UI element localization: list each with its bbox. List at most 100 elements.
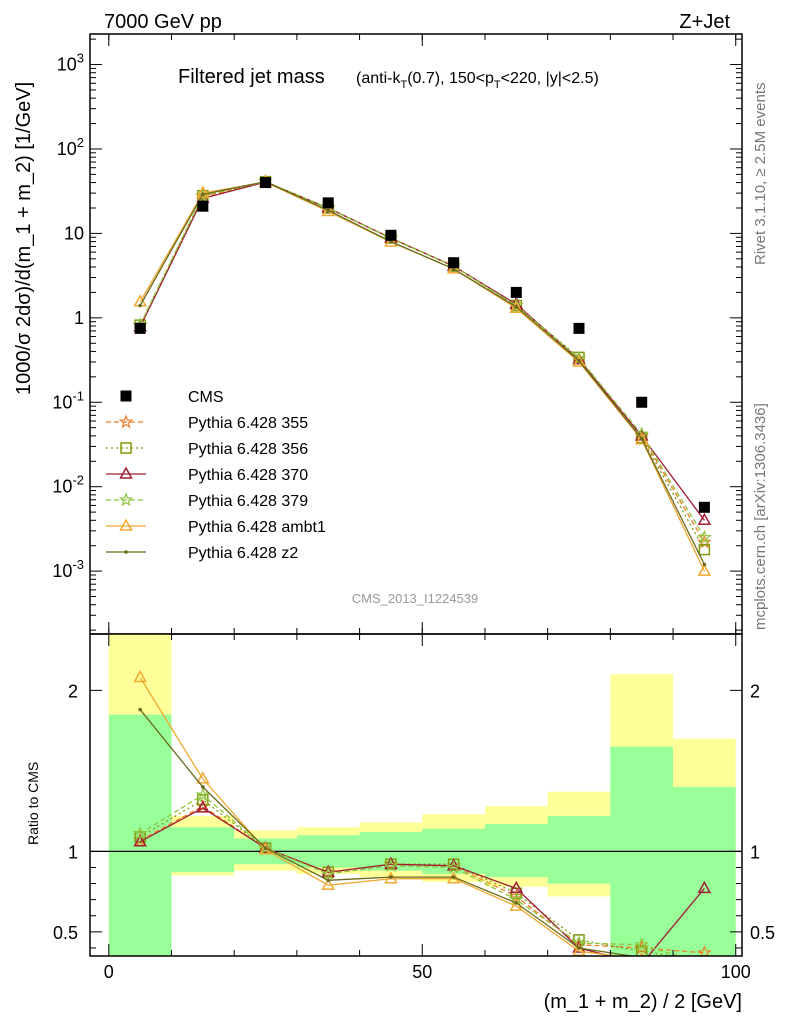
ratio-series-marker: [451, 875, 456, 879]
legend-marker: [119, 518, 133, 531]
data-point: [698, 501, 710, 513]
data-point: [197, 200, 209, 212]
ratio-series-marker: [133, 834, 147, 847]
series-marker: [138, 303, 142, 308]
chart-title: Filtered jet mass: [178, 66, 325, 88]
ratio-panel: 0.5 0.5 1 1 2 2 0 50 100: [53, 633, 775, 982]
x-tick-label: 100: [721, 962, 751, 982]
ratio-series-marker: [389, 875, 393, 879]
data-point: [260, 177, 272, 189]
main-plot-area: [132, 173, 712, 576]
series-marker: [697, 563, 712, 576]
ratio-series-marker: [635, 945, 648, 956]
ratio-series-marker: [383, 858, 399, 873]
legend-label: Pythia 6.428 379: [188, 493, 308, 510]
series-line: [139, 181, 705, 538]
x-tick-label: 0: [104, 962, 114, 982]
ratio-series-line: [139, 807, 705, 956]
series-line: [139, 181, 705, 543]
ratio-y-tick-label: 2: [68, 681, 78, 701]
series-marker: [384, 234, 398, 247]
ratio-series-marker: [132, 825, 148, 840]
ratio-series-line: [139, 794, 681, 956]
legend-marker: [120, 390, 132, 402]
series-marker: [639, 436, 644, 441]
ratio-series-marker: [201, 785, 205, 789]
ratio-series-marker: [196, 771, 210, 784]
series-marker: [634, 432, 649, 445]
legend-marker: [118, 414, 134, 429]
legend-label: CMS: [188, 389, 224, 406]
series-marker: [697, 512, 712, 526]
data-point: [448, 257, 460, 269]
ratio-series-marker: [326, 878, 331, 883]
x-axis-label: (m_1 + m_2) / 2 [GeV]: [544, 991, 742, 1013]
legend-label: Pythia 6.428 356: [188, 441, 308, 458]
series-marker: [698, 543, 711, 556]
ratio-series-marker: [133, 669, 147, 683]
uncertainty-band-green: [547, 815, 611, 884]
legend-label: Pythia 6.428 355: [188, 415, 308, 432]
ratio-y-tick-label: 0.5: [53, 923, 78, 943]
series-marker: [196, 185, 210, 198]
y-axis-label-main: 1000/σ 2dσ)/d(m_1 + m_2) [1/GeV]: [13, 82, 35, 395]
series-marker: [577, 358, 581, 363]
main-axes: 10-3 10-2 10-1 1 10 102 103: [52, 34, 742, 634]
data-point: [510, 286, 522, 298]
y-tick-label: 10-1: [52, 388, 84, 412]
ratio-series-marker: [258, 842, 273, 855]
ratio-series-marker: [134, 831, 146, 843]
legend-marker: [119, 466, 133, 479]
y-tick-label: 102: [57, 135, 84, 159]
ratio-series-marker: [263, 846, 268, 850]
data-point: [636, 396, 648, 408]
series-line: [139, 181, 705, 572]
series-marker: [697, 529, 712, 544]
header-left: 7000 GeV pp: [104, 11, 222, 33]
y-tick-label: 10-2: [52, 473, 84, 497]
data-point: [573, 322, 585, 334]
ratio-series-marker: [697, 880, 712, 894]
y-tick-exponent: 3: [77, 51, 84, 66]
uncertainty-band-green: [171, 827, 235, 873]
uncertainty-band-green: [484, 823, 548, 878]
ratio-y-tick-label-right: 1: [750, 842, 760, 862]
ratio-series-marker: [703, 975, 707, 979]
data-point: [134, 322, 146, 334]
main-panel-frame: [89, 33, 743, 635]
ratio-series-marker: [320, 866, 336, 881]
y-tick-exponent: -3: [72, 557, 84, 572]
legend-marker: [120, 442, 132, 454]
legend: CMS Pythia 6.428 355 Pythia 6.428 356 Pythi…: [106, 389, 326, 562]
ratio-series-marker: [577, 946, 581, 950]
legend-label: Pythia 6.428 ambt1: [188, 519, 326, 536]
ratio-series-marker: [195, 787, 211, 802]
uncertainty-band-green: [673, 786, 736, 956]
mcplots-label: mcplots.cern.ch [arXiv:1306.3436]: [752, 403, 769, 630]
legend-marker: [124, 550, 128, 554]
y-tick-exponent: -2: [72, 473, 84, 488]
y-tick-label: 1: [74, 308, 84, 328]
ratio-plot-area: [90, 634, 742, 979]
series-marker: [572, 354, 586, 367]
y-tick-exponent: 2: [77, 135, 84, 150]
data-point: [385, 229, 397, 241]
y-tick-label: 103: [57, 51, 84, 75]
ratio-series-marker: [446, 859, 461, 874]
x-tick-label: 50: [412, 962, 432, 982]
series-marker: [702, 562, 707, 567]
ratio-series-marker: [514, 901, 519, 905]
ratio-series-marker: [699, 958, 710, 969]
ratio-y-tick-label-right: 0.5: [750, 923, 775, 943]
ratio-series-marker: [636, 958, 647, 968]
ratio-series-marker: [138, 707, 142, 712]
series-line: [139, 181, 705, 565]
rivet-label: Rivet 3.1.10, ≥ 2.5M events: [752, 83, 769, 266]
series-marker: [514, 305, 519, 309]
ratio-series-marker: [572, 943, 586, 956]
data-point: [322, 197, 334, 209]
ratio-panel-frame: [89, 633, 743, 957]
chart-subtitle: (anti-kT(0.7), 150<pT<220, |y|<2.5): [356, 70, 599, 91]
